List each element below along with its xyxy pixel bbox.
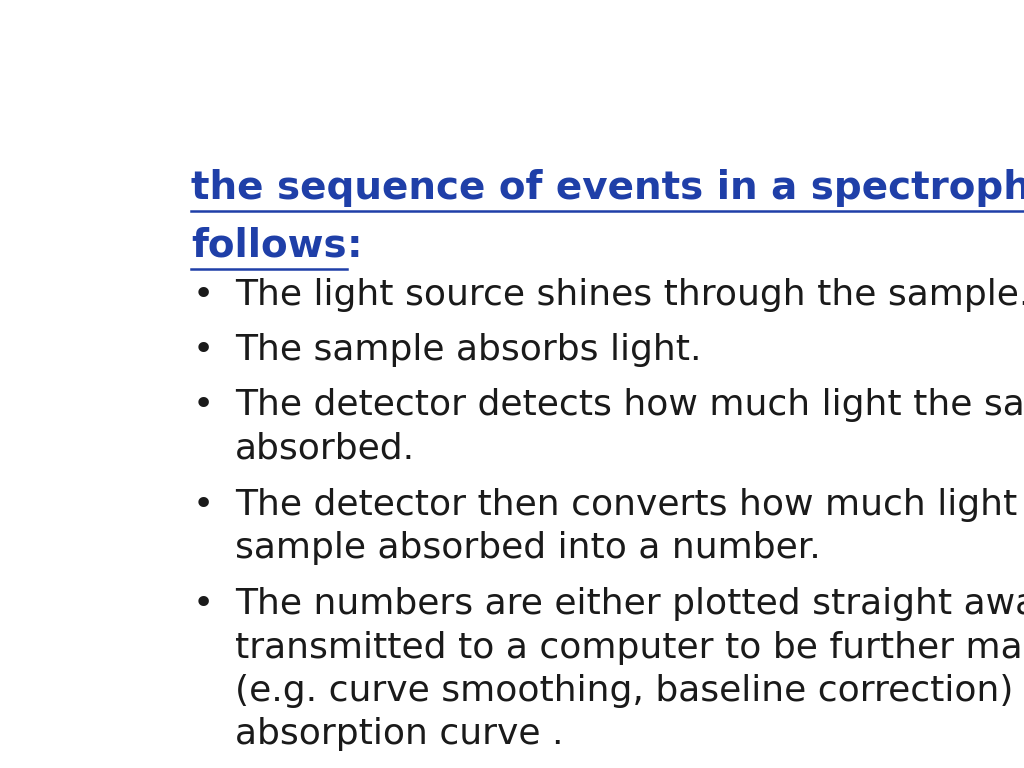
Text: •: •: [193, 389, 214, 422]
Text: •: •: [193, 488, 214, 521]
Text: •: •: [193, 333, 214, 367]
Text: follows: follows: [191, 227, 347, 265]
Text: The detector detects how much light the sample has
absorbed.: The detector detects how much light the …: [236, 389, 1024, 466]
Text: •: •: [193, 279, 214, 313]
Text: •: •: [193, 587, 214, 621]
Text: The sample absorbs light.: The sample absorbs light.: [236, 333, 701, 367]
Text: The light source shines through the sample.: The light source shines through the samp…: [236, 279, 1024, 313]
Text: The detector then converts how much light the
sample absorbed into a number.: The detector then converts how much ligh…: [236, 488, 1024, 565]
Text: the sequence of events in a spectrophotometer is as: the sequence of events in a spectrophoto…: [191, 169, 1024, 207]
Text: The numbers are either plotted straight away, or are
transmitted to a computer t: The numbers are either plotted straight …: [236, 587, 1024, 751]
Text: :: :: [347, 227, 362, 265]
